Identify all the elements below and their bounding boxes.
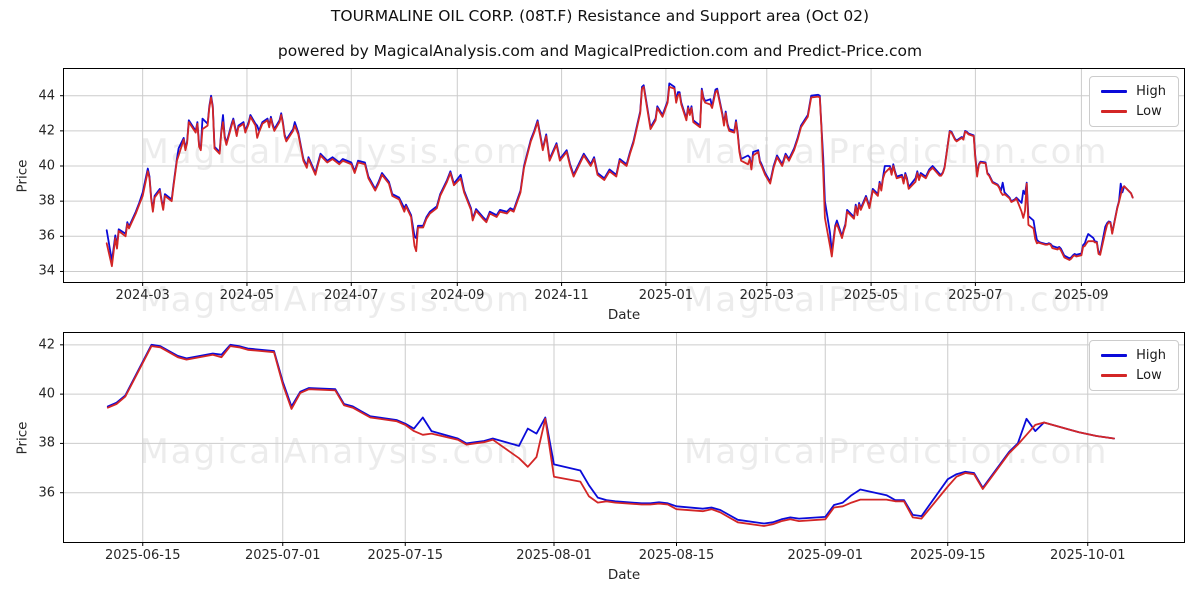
y-tick-label: 38 [38, 435, 55, 451]
x-tick-label: 2025-10-01 [1049, 548, 1126, 563]
low-line [106, 345, 1115, 527]
high-line [105, 82, 1134, 262]
y-tick-label: 44 [38, 88, 55, 104]
y-axis-label: Price [14, 421, 30, 454]
chart-canvas [60, 333, 1184, 546]
x-tick-label: 2024-11 [534, 288, 589, 303]
x-tick-label: 2025-09-15 [909, 548, 986, 563]
page-subtitle: powered by MagicalAnalysis.com and Magic… [277, 42, 923, 60]
low-line-swatch-icon [1101, 374, 1128, 377]
x-tick-label: 2025-07-15 [367, 548, 444, 563]
x-tick-label: 2025-08-15 [638, 548, 715, 563]
legend-entry-high: High [1101, 85, 1166, 98]
legend: High Low [1089, 340, 1179, 391]
legend-high-label: High [1136, 84, 1166, 99]
legend-entry-low: Low [1101, 369, 1166, 382]
x-tick-label: 2025-05 [843, 288, 899, 303]
page-title: TOURMALINE OIL CORP. (08T.F) Resistance … [330, 7, 870, 25]
y-tick-label: 42 [38, 123, 55, 139]
y-tick-label: 36 [38, 485, 55, 501]
low-line [105, 85, 1134, 268]
x-tick-label: 2025-01 [638, 288, 694, 303]
x-tick-label: 2025-09-01 [787, 548, 864, 563]
chart-canvas [60, 69, 1184, 286]
x-axis-label: Date [607, 567, 641, 583]
legend-low-label: Low [1136, 368, 1162, 383]
legend-low-label: Low [1136, 104, 1162, 119]
legend-high-label: High [1136, 348, 1166, 363]
x-tick-label: 2025-09 [1054, 288, 1109, 303]
x-tick-label: 2025-03 [739, 288, 794, 303]
y-tick-label: 34 [38, 263, 55, 279]
x-tick-label: 2024-05 [219, 288, 275, 303]
x-tick-label: 2024-09 [430, 288, 485, 303]
x-tick-label: 2025-07 [948, 288, 1003, 303]
legend-entry-low: Low [1101, 105, 1166, 118]
recent-price-chart: High Low Price Date 2025-06-15 2025-07-01… [14, 332, 1185, 583]
high-line-swatch-icon [1101, 354, 1128, 357]
y-tick-label: 40 [38, 386, 55, 402]
y-tick-label: 36 [38, 228, 55, 244]
x-tick-label: 2025-06-15 [104, 548, 181, 563]
y-axis-label: Price [14, 159, 30, 192]
x-tick-label: 2024-07 [324, 288, 379, 303]
high-line [106, 343, 1115, 525]
x-tick-label: 2025-07-01 [244, 548, 321, 563]
low-line-swatch-icon [1101, 110, 1128, 113]
x-tick-label: 2024-03 [115, 288, 170, 303]
high-line-swatch-icon [1101, 90, 1128, 93]
x-axis-label: Date [607, 307, 641, 323]
x-tick-label: 2025-08-01 [516, 548, 592, 563]
y-tick-label: 38 [38, 193, 55, 209]
y-tick-label: 42 [38, 337, 55, 353]
legend: High Low [1089, 76, 1179, 127]
legend-entry-high: High [1101, 349, 1166, 362]
price-history-chart: High Low Price Date 2024-03 2024-05 2024-0… [14, 68, 1185, 323]
y-tick-label: 40 [38, 158, 55, 174]
